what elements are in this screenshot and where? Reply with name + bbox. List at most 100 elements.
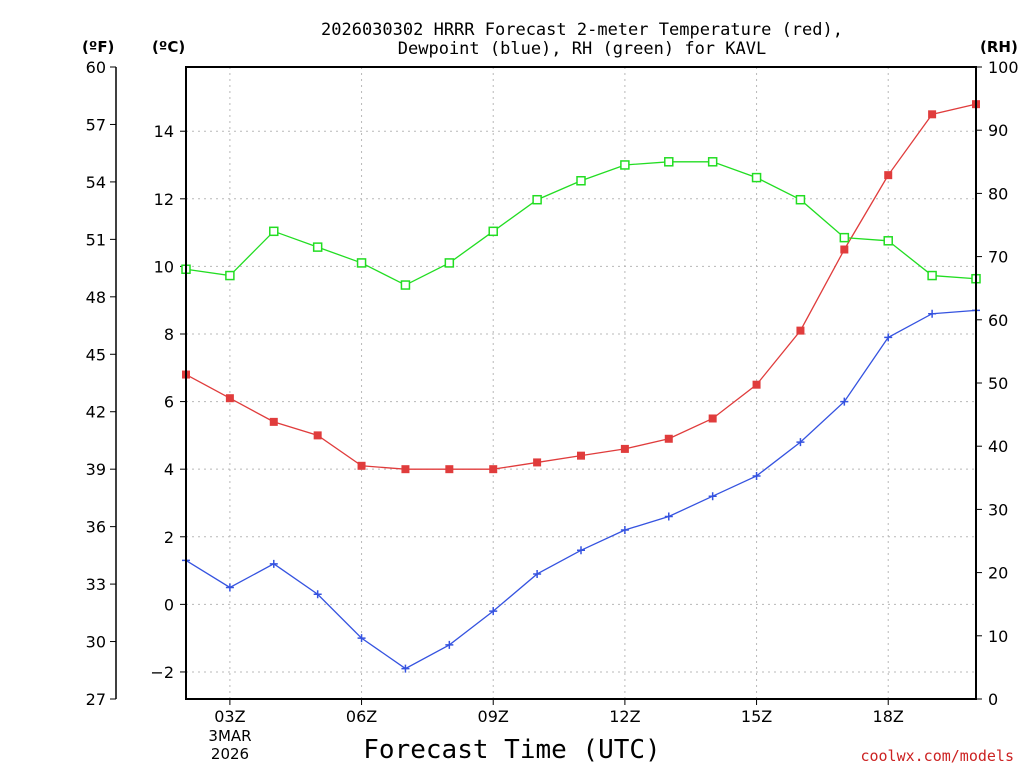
x-tick-label: 09Z [478, 707, 509, 726]
dewpoint-point [708, 492, 717, 501]
temperature-point [357, 461, 366, 470]
rh-point [356, 258, 367, 268]
temperature-point [708, 414, 717, 423]
fahrenheit-tick-label: 45 [86, 345, 106, 364]
fahrenheit-tick-label: 51 [86, 230, 106, 249]
fahrenheit-tick-label: 54 [86, 173, 106, 192]
rh-point [312, 242, 323, 252]
temperature-point [664, 434, 673, 443]
rh-point [927, 270, 937, 281]
fahrenheit-tick-label: 30 [86, 633, 106, 652]
rh-point [576, 176, 586, 186]
celsius-tick-label: 12 [154, 190, 174, 209]
rh-tick-label: 30 [988, 500, 1008, 519]
dewpoint-point [752, 471, 761, 480]
rh-tick-label: 80 [988, 184, 1008, 203]
rh-tick-label: 70 [988, 248, 1008, 267]
dewpoint-point [489, 607, 498, 616]
celsius-tick-label: 14 [154, 122, 174, 141]
site-credit: coolwx.com/models [860, 747, 1014, 765]
rh-point [488, 226, 498, 237]
fahrenheit-axis: 27 30 33 36 39 42 45 48 51 54 57 60 [86, 58, 117, 709]
date-label-day: 3MAR [208, 727, 251, 745]
temperature-point [884, 171, 893, 180]
dewpoint-point [796, 438, 805, 447]
celsius-tick-label: 0 [164, 595, 174, 614]
date-label-year: 2026 [211, 745, 249, 763]
dewpoint-point [884, 333, 893, 342]
rh-point [707, 157, 718, 167]
celsius-tick-label: 4 [164, 460, 174, 479]
temperature-point [313, 431, 322, 440]
dewpoint-point [840, 397, 849, 406]
rh-tick-label: 100 [988, 58, 1019, 77]
chart-title-line1: 2026030302 HRRR Forecast 2-meter Tempera… [321, 20, 843, 40]
fahrenheit-tick-label: 27 [86, 690, 106, 709]
rh-point [532, 194, 542, 205]
rh-tick-label: 90 [988, 121, 1008, 140]
rh-point [664, 157, 674, 167]
rh-point [620, 160, 630, 170]
rh-point [225, 270, 235, 281]
fahrenheit-tick-label: 33 [86, 575, 106, 594]
fahrenheit-tick-label: 60 [86, 58, 106, 77]
rh-point [795, 194, 806, 205]
temperature-point [225, 394, 234, 403]
dewpoint-point [225, 583, 234, 592]
x-axis: 03Z 06Z 09Z 12Z 15Z 18Z [214, 699, 904, 726]
temperature-point [620, 444, 629, 453]
x-tick-label: 06Z [346, 707, 377, 726]
rh-tick-label: 20 [988, 564, 1008, 583]
celsius-tick-label: −2 [150, 663, 174, 682]
temperature-line [185, 103, 977, 470]
rh-point [839, 232, 850, 243]
rh-tick-label: 40 [988, 437, 1008, 456]
temperature-point [401, 465, 410, 474]
rh-tick-label: 50 [988, 374, 1008, 393]
dewpoint-line [185, 309, 977, 670]
x-tick-label: 12Z [609, 707, 640, 726]
fahrenheit-tick-label: 57 [86, 115, 106, 134]
dewpoint-point [533, 569, 542, 578]
fahrenheit-tick-label: 48 [86, 288, 106, 307]
dewpoint-point [401, 664, 410, 673]
celsius-tick-label: 6 [164, 393, 174, 412]
rh-unit-label: (RH) [980, 38, 1018, 56]
temperature-point [928, 110, 937, 119]
rh-point [751, 172, 762, 183]
dewpoint-point [664, 512, 673, 521]
x-axis-title: Forecast Time (UTC) [363, 735, 660, 765]
rh-point [444, 258, 455, 268]
x-tick-label: 03Z [214, 707, 245, 726]
x-tick-label: 15Z [741, 707, 772, 726]
dewpoint-point [269, 559, 278, 568]
rh-point [269, 226, 279, 237]
celsius-axis: −2 0 2 4 6 8 10 12 14 [150, 122, 186, 682]
data-series [181, 100, 981, 673]
temperature-point [269, 417, 278, 426]
rh-tick-label: 0 [988, 690, 998, 709]
dewpoint-point [928, 309, 937, 318]
dewpoint-point [445, 640, 454, 649]
dewpoint-point [577, 546, 585, 555]
celsius-unit-label: (ºC) [152, 38, 185, 56]
fahrenheit-tick-label: 42 [86, 403, 106, 422]
temperature-point [840, 245, 849, 254]
fahrenheit-tick-label: 39 [86, 460, 106, 479]
dewpoint-point [313, 590, 322, 599]
temperature-point [445, 465, 454, 474]
temperature-point [533, 458, 542, 467]
temperature-point [752, 380, 761, 389]
rh-axis: 0 10 20 30 40 50 60 70 80 90 100 [976, 58, 1019, 709]
temperature-point [796, 326, 805, 335]
x-tick-label: 18Z [873, 707, 904, 726]
fahrenheit-unit-label: (ºF) [82, 38, 114, 56]
dewpoint-point [620, 526, 629, 535]
rh-point [400, 280, 411, 290]
temperature-point [577, 451, 585, 460]
celsius-tick-label: 8 [164, 325, 174, 344]
celsius-tick-label: 10 [154, 257, 174, 276]
rh-point [883, 236, 893, 246]
dewpoint-point [357, 634, 366, 643]
celsius-tick-label: 2 [164, 528, 174, 547]
